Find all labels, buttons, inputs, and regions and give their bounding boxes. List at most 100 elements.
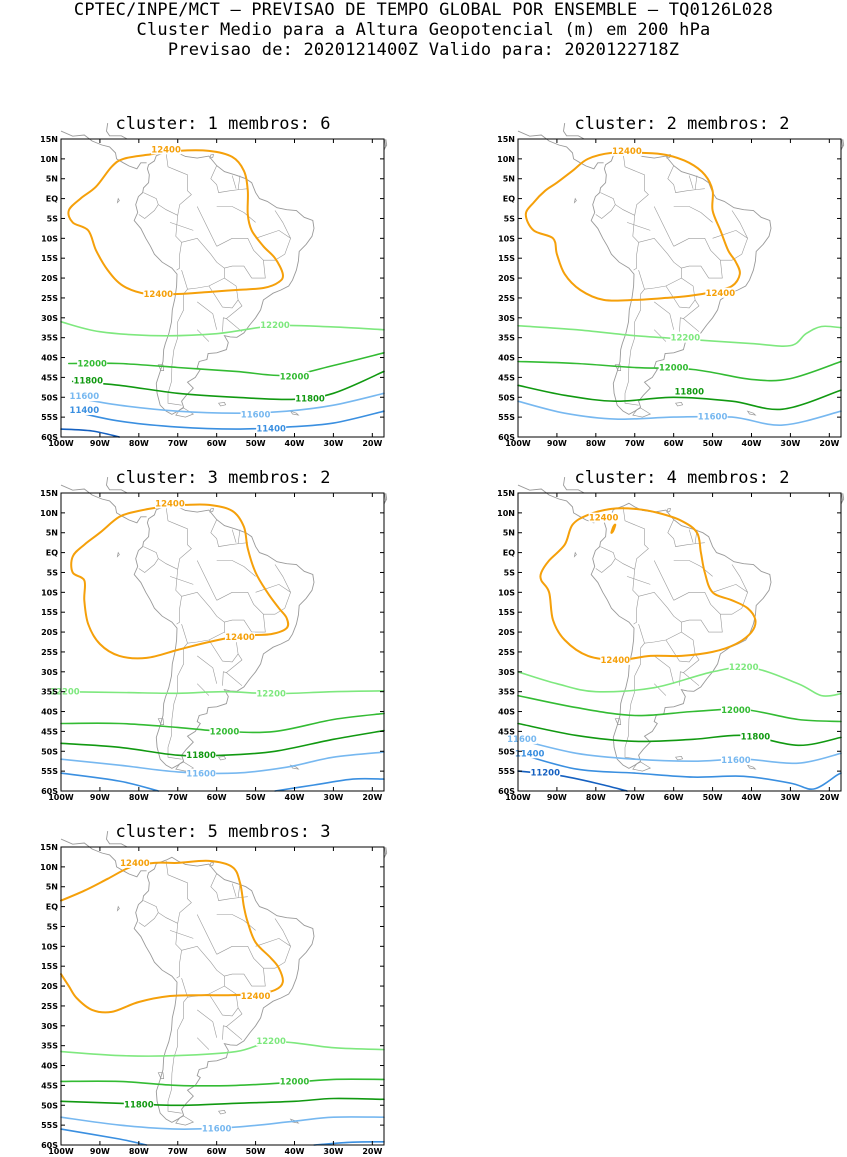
country-border: [181, 945, 225, 998]
lat-tick-label: 45S: [498, 373, 515, 382]
country-border: [624, 289, 645, 406]
lat-tick-label: EQ: [503, 195, 515, 204]
lat-tick-label: 15S: [41, 254, 58, 263]
country-border: [688, 175, 694, 189]
country-border: [673, 560, 713, 577]
lat-tick-label: 5N: [503, 529, 515, 538]
contour-label-mask: [225, 632, 256, 643]
country-border: [216, 230, 291, 261]
contour-label-12000: 12000: [721, 706, 751, 716]
country-border: [653, 683, 667, 696]
island-outline: [614, 718, 622, 725]
contour-label-mask: [720, 755, 751, 766]
country-border: [167, 289, 188, 406]
caribbean-coast: [563, 477, 585, 494]
contour-label-11800: 11800: [124, 1100, 154, 1110]
lat-tick-label: 10N: [497, 155, 515, 164]
contour-label-11400: 11400: [515, 749, 545, 759]
lon-tick-label: 40W: [742, 793, 762, 802]
country-border: [679, 317, 684, 332]
contour-label-12400: 12400: [120, 859, 150, 869]
country-border: [210, 873, 248, 901]
africa-coast: [840, 493, 845, 505]
contour-label-mask: [154, 498, 185, 509]
lat-tick-label: EQ: [46, 549, 58, 558]
contour-label-mask: [69, 404, 100, 415]
map-frame: [60, 492, 385, 792]
contour-label-mask: [256, 1035, 287, 1046]
country-border: [143, 546, 182, 625]
figure-header: CPTEC/INPE/MCT — PREVISAO DE TEMPO GLOBA…: [0, 0, 847, 60]
contour-line-11800: [60, 729, 385, 757]
contour-line-11400: [517, 752, 842, 791]
caribbean-coast: [106, 831, 128, 848]
island-outline: [289, 764, 300, 770]
country-border: [216, 206, 256, 223]
contour-label-12000: 12000: [210, 727, 240, 737]
country-border: [165, 860, 192, 924]
panel-title-cluster-2: cluster: 2 membros: 2: [574, 114, 790, 134]
contour-line-11400: [313, 1141, 385, 1146]
lat-tick-label: 20S: [41, 982, 58, 991]
lon-tick-label: 60W: [207, 1147, 227, 1156]
contour-label-11800: 11800: [741, 733, 771, 743]
lat-tick-label: 15N: [40, 843, 58, 852]
country-border: [224, 260, 266, 279]
island-outline: [175, 1115, 195, 1126]
map-panel-cluster-4: 12400 12400 12200 12000 11800 11600 11600 11400…: [497, 477, 845, 802]
contour-label-mask: [740, 731, 771, 742]
lon-tick-label: 40W: [285, 793, 305, 802]
contour-line-12400: [610, 523, 617, 534]
lon-tick-label: 20W: [819, 793, 839, 802]
contour-label-mask: [588, 512, 619, 523]
contour-label-12000: 12000: [280, 373, 310, 383]
country-border: [165, 152, 192, 216]
lat-tick-label: 10S: [498, 588, 515, 597]
caribbean-coast: [563, 123, 585, 140]
lat-tick-label: 15N: [40, 135, 58, 144]
island-outline: [116, 551, 120, 558]
contour-label-11400: 11400: [256, 424, 286, 434]
lon-tick-label: 100W: [505, 439, 531, 448]
island-outline: [157, 1072, 165, 1079]
country-border: [654, 655, 674, 684]
contour-label-11800: 11800: [295, 394, 325, 404]
country-border: [231, 175, 237, 189]
contour-line-11400: [60, 1128, 148, 1146]
island-outline: [209, 862, 214, 867]
south-america-coast: [590, 502, 772, 769]
lat-tick-label: 35S: [41, 334, 58, 343]
lon-tick-label: 80W: [129, 793, 149, 802]
contour-line-12200: [60, 321, 385, 337]
contour-label-12400: 12400: [155, 499, 185, 509]
lat-tick-label: 10N: [497, 509, 515, 518]
contour-label-12400: 12400: [589, 514, 619, 524]
country-border: [653, 329, 667, 342]
lat-tick-label: 35S: [41, 688, 58, 697]
contour-label-mask: [279, 371, 310, 382]
lat-tick-label: 10N: [40, 155, 58, 164]
lat-tick-label: 5S: [504, 568, 516, 577]
panel-title-cluster-1: cluster: 1 membros: 6: [115, 114, 331, 134]
contour-line-12200: [517, 666, 842, 697]
island-outline: [674, 402, 684, 407]
contour-label-12200: 12200: [256, 690, 286, 700]
lon-tick-label: 100W: [48, 1147, 74, 1156]
lat-tick-label: 10S: [41, 234, 58, 243]
contour-label-mask: [506, 733, 537, 744]
lat-tick-label: 25S: [498, 294, 515, 303]
lat-tick-label: 40S: [41, 1062, 58, 1071]
lat-tick-label: 20S: [41, 628, 58, 637]
contour-label-12400: 12400: [241, 992, 271, 1002]
lat-tick-label: 55S: [41, 767, 58, 776]
island-outline: [217, 402, 227, 407]
lat-tick-label: 25S: [41, 1002, 58, 1011]
contour-label-mask: [611, 145, 642, 156]
lat-tick-label: EQ: [46, 195, 58, 204]
island-outline: [632, 407, 652, 418]
coastlines: [60, 123, 388, 418]
island-outline: [175, 407, 195, 418]
lat-tick-label: 30S: [41, 314, 58, 323]
panel-title-cluster-3: cluster: 3 membros: 2: [115, 468, 331, 488]
panel-title-cluster-5: cluster: 5 membros: 3: [115, 822, 331, 842]
